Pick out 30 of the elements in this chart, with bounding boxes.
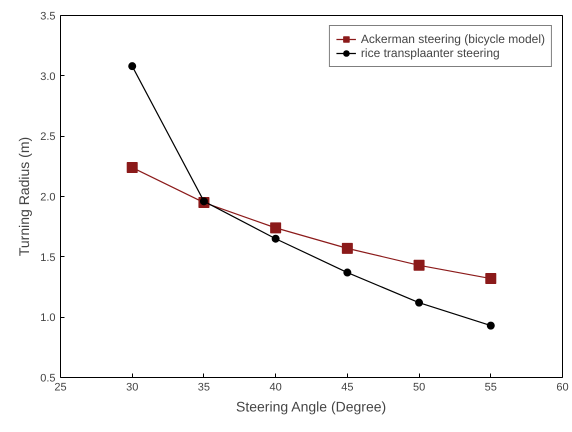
y-axis-title: Turning Radius (m) bbox=[16, 136, 32, 256]
point bbox=[128, 62, 136, 70]
x-tick-label: 45 bbox=[341, 382, 354, 394]
x-tick-label: 25 bbox=[54, 382, 67, 394]
x-tick-label: 50 bbox=[412, 382, 426, 394]
point bbox=[485, 273, 496, 284]
point bbox=[126, 162, 138, 174]
x-tick-label: 30 bbox=[126, 382, 138, 394]
point bbox=[200, 197, 208, 206]
point bbox=[486, 322, 495, 330]
y-tick-label: 3.0 bbox=[40, 70, 56, 83]
y-tick-label: 1.0 bbox=[40, 312, 56, 324]
point bbox=[415, 298, 424, 307]
x-tick-label: 60 bbox=[556, 382, 569, 394]
point bbox=[414, 260, 425, 271]
legend-label: Ackerman steering (bicycle model) bbox=[360, 32, 545, 46]
y-tick-label: 3.5 bbox=[40, 10, 56, 22]
y-tick-label: 1.5 bbox=[40, 252, 56, 264]
point bbox=[343, 268, 352, 277]
x-tick-label: 55 bbox=[484, 382, 497, 394]
x-tick-label: 40 bbox=[270, 382, 282, 394]
point bbox=[270, 222, 282, 234]
point bbox=[272, 234, 280, 243]
y-tick-label: 0.5 bbox=[40, 372, 56, 384]
x-axis-title: Steering Angle (Degree) bbox=[236, 398, 386, 414]
y-tick-label: 2.0 bbox=[40, 192, 56, 204]
x-tick-label: 35 bbox=[198, 382, 210, 394]
y-tick-label: 2.5 bbox=[40, 131, 56, 144]
point bbox=[342, 242, 353, 254]
legend-label: rice transplaanter steering bbox=[360, 46, 500, 60]
